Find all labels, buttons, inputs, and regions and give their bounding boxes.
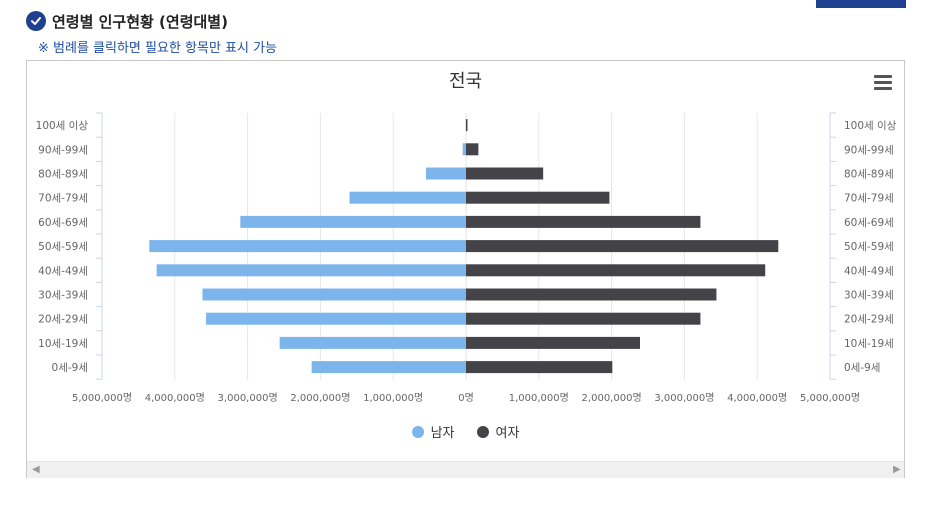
hamburger-menu-icon[interactable] [874, 75, 892, 91]
legend-label-female: 여자 [495, 426, 520, 441]
section-header: 연령별 인구현황 (연령대별) [26, 10, 228, 32]
x-tick-label: 3,000,000명 [218, 392, 278, 404]
bar-male [462, 143, 466, 156]
x-tick-label: 4,000,000명 [145, 392, 205, 404]
y-tick-label-right: 0세-9세 [844, 362, 880, 374]
y-tick-label-left: 30세-39세 [38, 290, 88, 302]
bar-male [279, 336, 466, 349]
chart-title: 전국 [448, 71, 483, 92]
x-tick-label: 2,000,000명 [290, 392, 350, 404]
bar-female [466, 264, 766, 277]
bar-female [466, 167, 544, 180]
x-tick-label: 3,000,000명 [654, 392, 714, 404]
check-circle-icon [26, 11, 46, 31]
legend-label-male: 남자 [430, 426, 455, 441]
section-title: 연령별 인구현황 (연령대별) [52, 12, 228, 31]
horizontal-scrollbar[interactable]: ◀ ▶ [27, 461, 904, 478]
arrow-right-icon[interactable]: ▶ [893, 464, 901, 475]
y-tick-label-left: 100세 이상 [36, 120, 89, 132]
y-tick-label-right: 70세-79세 [844, 193, 894, 205]
bar-female [466, 288, 717, 301]
x-tick-label: 5,000,000명 [800, 392, 860, 404]
y-tick-label-right: 100세 이상 [844, 120, 897, 132]
bar-female [466, 240, 779, 253]
y-tick-label-left: 50세-59세 [38, 241, 88, 253]
bar-male [240, 215, 466, 228]
y-tick-label-left: 20세-29세 [38, 314, 88, 326]
bar-female [466, 119, 468, 132]
x-tick-label: 0명 [458, 392, 474, 404]
y-tick-label-right: 60세-69세 [844, 217, 894, 229]
y-tick-label-left: 90세-99세 [38, 144, 88, 156]
y-tick-label-left: 10세-19세 [38, 338, 88, 350]
y-tick-label-left: 0세-9세 [52, 362, 88, 374]
y-tick-label-left: 40세-49세 [38, 265, 88, 277]
x-tick-label: 1,000,000명 [363, 392, 423, 404]
population-pyramid-chart: 5,000,000명 4,000,000명 3,000,000명 2,000,000명… [36, 112, 897, 404]
bar-female [466, 336, 640, 349]
chart-container: 전국 5,000,000명 4,000,000명 3,000,000명 2,000,0… [26, 60, 905, 478]
bar-male [202, 288, 467, 301]
chart-legend: 남자 여자 [27, 422, 904, 441]
legend-notice: ※ 범례를 클릭하면 필요한 항목만 표시 가능 [38, 41, 278, 56]
y-tick-label-right: 20세-29세 [844, 314, 894, 326]
y-tick-label-right: 40세-49세 [844, 265, 894, 277]
bar-female [466, 191, 610, 204]
x-tick-label: 2,000,000명 [582, 392, 642, 404]
bar-male [206, 312, 466, 325]
y-tick-label-left: 60세-69세 [38, 217, 88, 229]
bar-female [466, 143, 479, 156]
arrow-left-icon[interactable]: ◀ [32, 464, 40, 475]
legend-marker-male [411, 425, 424, 438]
y-tick-label-right: 90세-99세 [844, 144, 894, 156]
bar-male [349, 191, 466, 204]
x-tick-label: 4,000,000명 [727, 392, 787, 404]
y-tick-label-left: 70세-79세 [38, 193, 88, 205]
bar-female [466, 215, 701, 228]
x-tick-label: 5,000,000명 [72, 392, 132, 404]
legend-marker-female [476, 425, 489, 438]
y-tick-label-right: 80세-89세 [844, 169, 894, 181]
bar-female [466, 312, 701, 325]
bar-male [149, 240, 466, 253]
bar-male [311, 361, 466, 374]
x-tick-label: 1,000,000명 [509, 392, 569, 404]
bar-male [425, 167, 466, 180]
y-tick-label-left: 80세-89세 [38, 169, 88, 181]
top-tab-indicator [816, 0, 906, 8]
legend-item-male[interactable]: 남자 [411, 422, 455, 441]
y-tick-label-right: 30세-39세 [844, 290, 894, 302]
y-tick-label-right: 10세-19세 [844, 338, 894, 350]
bar-male [156, 264, 466, 277]
legend-item-female[interactable]: 여자 [476, 422, 520, 441]
bar-female [466, 361, 613, 374]
y-tick-label-right: 50세-59세 [844, 241, 894, 253]
